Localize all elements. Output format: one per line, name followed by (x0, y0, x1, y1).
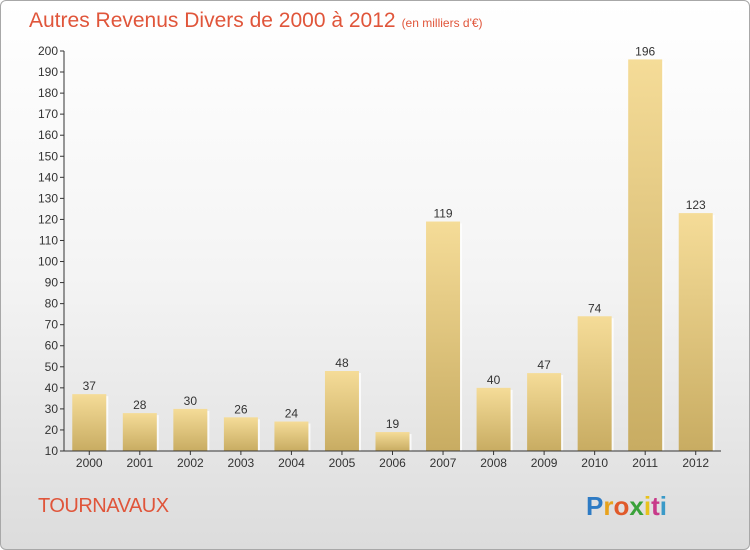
bar (577, 316, 612, 451)
x-tick-label: 2009 (531, 456, 558, 470)
logo-letter: t (651, 491, 660, 521)
bar-value-label: 40 (487, 373, 501, 387)
y-tick-label: 180 (38, 86, 58, 100)
proxiti-logo: Proxiti (586, 491, 667, 522)
bar (375, 432, 410, 451)
x-tick-label: 2004 (278, 456, 305, 470)
x-tick-label: 2002 (177, 456, 204, 470)
bar (678, 213, 713, 451)
y-tick-label: 30 (45, 402, 59, 416)
x-tick-label: 2001 (126, 456, 153, 470)
y-tick-label: 110 (39, 233, 58, 247)
bar (628, 59, 663, 451)
y-tick-label: 200 (38, 44, 58, 58)
y-tick-label: 50 (45, 360, 59, 374)
y-tick-label: 60 (45, 339, 59, 353)
logo-letter: i (643, 491, 652, 521)
bar (476, 387, 511, 451)
bar-value-label: 48 (335, 356, 349, 370)
x-tick-label: 2010 (581, 456, 608, 470)
bars: 37 28 30 26 24 48 19 119 40 47 74 196 123 (72, 44, 715, 451)
bar-value-label: 119 (433, 207, 452, 221)
y-tick-label: 120 (38, 212, 58, 226)
bar (527, 373, 562, 451)
bar-value-label: 123 (686, 198, 706, 212)
bar (72, 394, 107, 451)
y-tick-label: 70 (45, 318, 59, 332)
y-axis: 10 20 30 40 50 60 70 80 90 100 110 120 130 140 150 160 1… (38, 44, 65, 458)
logo-letter: P (586, 491, 604, 521)
logo-letter: r (603, 491, 614, 521)
bar (122, 413, 157, 451)
x-tick-label: 2000 (76, 456, 103, 470)
y-tick-label: 40 (45, 381, 59, 395)
bar-value-label: 26 (234, 402, 248, 416)
chart-subtitle: (en milliers d'€) (401, 16, 483, 30)
y-tick-label: 20 (45, 423, 59, 437)
bar-value-label: 47 (537, 358, 551, 372)
logo-letter: x (629, 491, 644, 521)
bar (274, 421, 309, 451)
bar (173, 408, 208, 451)
chart-title-text: Autres Revenus Divers de 2000 à 2012 (29, 9, 396, 32)
bar-value-label: 19 (386, 417, 400, 431)
logo-letter: i (659, 491, 667, 521)
y-tick-label: 80 (45, 297, 59, 311)
x-tick-label: 2003 (228, 456, 255, 470)
y-tick-label: 170 (38, 107, 58, 121)
bar (426, 221, 461, 451)
chart-title: Autres Revenus Divers de 2000 à 2012 (en … (29, 9, 483, 33)
x-tick-label: 2006 (379, 456, 406, 470)
x-tick-label: 2011 (632, 456, 658, 470)
y-tick-label: 100 (38, 255, 58, 269)
city-name: TOURNAVAUX (38, 495, 169, 517)
x-tick-label: 2007 (430, 456, 457, 470)
bar-value-label: 74 (588, 301, 602, 315)
bar-value-label: 37 (83, 379, 97, 393)
bar (324, 371, 359, 451)
bar-value-label: 30 (184, 394, 198, 408)
y-tick-label: 190 (38, 65, 58, 79)
bar-value-label: 196 (635, 44, 655, 58)
x-axis: 2000 2001 2002 2003 2004 2005 2006 2007 2008 2009… (64, 450, 721, 470)
bar (223, 417, 258, 451)
x-tick-label: 2005 (329, 456, 356, 470)
y-tick-label: 150 (38, 149, 58, 163)
x-tick-label: 2012 (682, 456, 709, 470)
bar-value-label: 24 (285, 407, 299, 421)
y-tick-label: 130 (38, 191, 58, 205)
y-tick-label: 10 (45, 444, 59, 458)
logo-letter: o (613, 491, 630, 521)
y-tick-label: 140 (38, 170, 58, 184)
x-tick-label: 2008 (480, 456, 507, 470)
y-tick-label: 90 (45, 276, 59, 290)
bar-value-label: 28 (133, 398, 147, 412)
y-tick-label: 160 (38, 128, 58, 142)
